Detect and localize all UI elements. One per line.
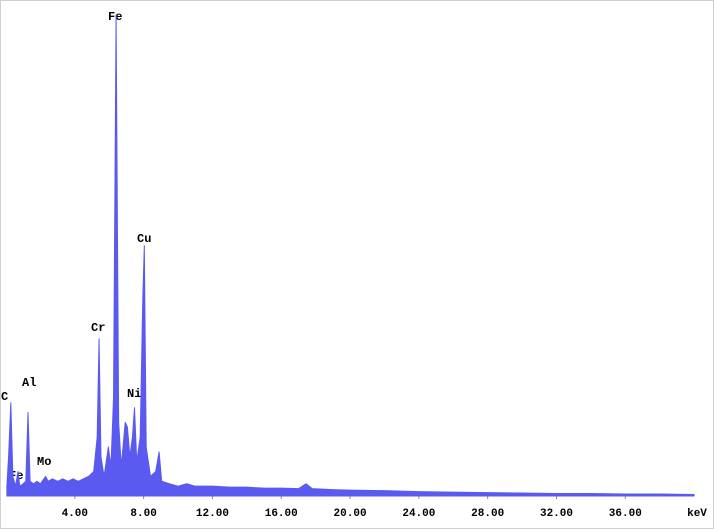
x-tick-label: 32.00	[540, 508, 573, 520]
peak-label: Fe	[108, 10, 122, 24]
peak-label: Cu	[137, 232, 151, 246]
x-tick-label: 12.00	[196, 508, 229, 520]
x-axis-label: keV	[687, 508, 707, 520]
peak-label: Ni	[127, 387, 141, 401]
peak-label: Mo	[37, 455, 51, 469]
x-tick-label: 20.00	[334, 508, 367, 520]
x-tick-label: 4.00	[62, 508, 88, 520]
x-tick-label: 24.00	[402, 508, 435, 520]
peak-label: Al	[22, 376, 36, 390]
x-tick-label: 8.00	[130, 508, 156, 520]
spectrum	[6, 14, 695, 497]
x-tick-label: 28.00	[471, 508, 504, 520]
peak-label: C	[1, 390, 8, 404]
peak-label: Cr	[91, 321, 105, 335]
x-tick-label: 36.00	[609, 508, 642, 520]
x-tick-label: 16.00	[265, 508, 298, 520]
